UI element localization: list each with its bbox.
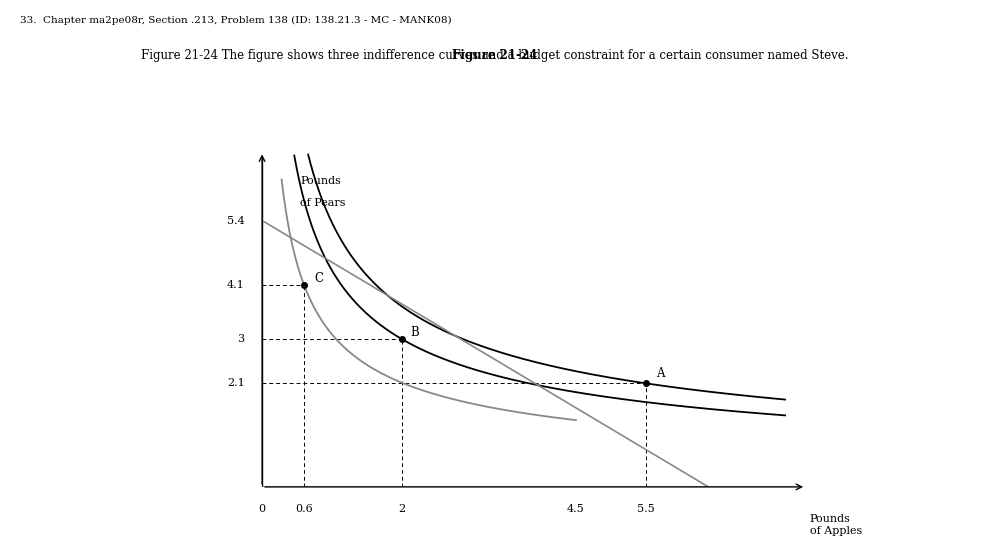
Text: of Pears: of Pears (301, 199, 346, 208)
Text: 2.1: 2.1 (226, 378, 244, 388)
Text: A: A (656, 367, 665, 380)
Text: 5.4: 5.4 (226, 215, 244, 226)
Text: 4.5: 4.5 (567, 504, 584, 514)
Text: Figure 21-24: Figure 21-24 (452, 49, 537, 62)
Text: Figure 21-24 The figure shows three indifference curves and a budget constraint : Figure 21-24 The figure shows three indi… (140, 49, 849, 62)
Text: Pounds
of Apples: Pounds of Apples (810, 514, 861, 536)
Text: 33.  Chapter ma2pe08r, Section .213, Problem 138 (ID: 138.21.3 - MC - MANK08): 33. Chapter ma2pe08r, Section .213, Prob… (20, 16, 451, 25)
Text: 3: 3 (237, 334, 244, 344)
Text: Pounds: Pounds (301, 176, 341, 186)
Text: 0.6: 0.6 (295, 504, 313, 514)
Text: 0: 0 (258, 504, 266, 514)
Text: 4.1: 4.1 (226, 280, 244, 289)
Text: 2: 2 (398, 504, 405, 514)
Text: B: B (409, 326, 418, 339)
Text: 5.5: 5.5 (637, 504, 655, 514)
Text: C: C (315, 272, 323, 285)
